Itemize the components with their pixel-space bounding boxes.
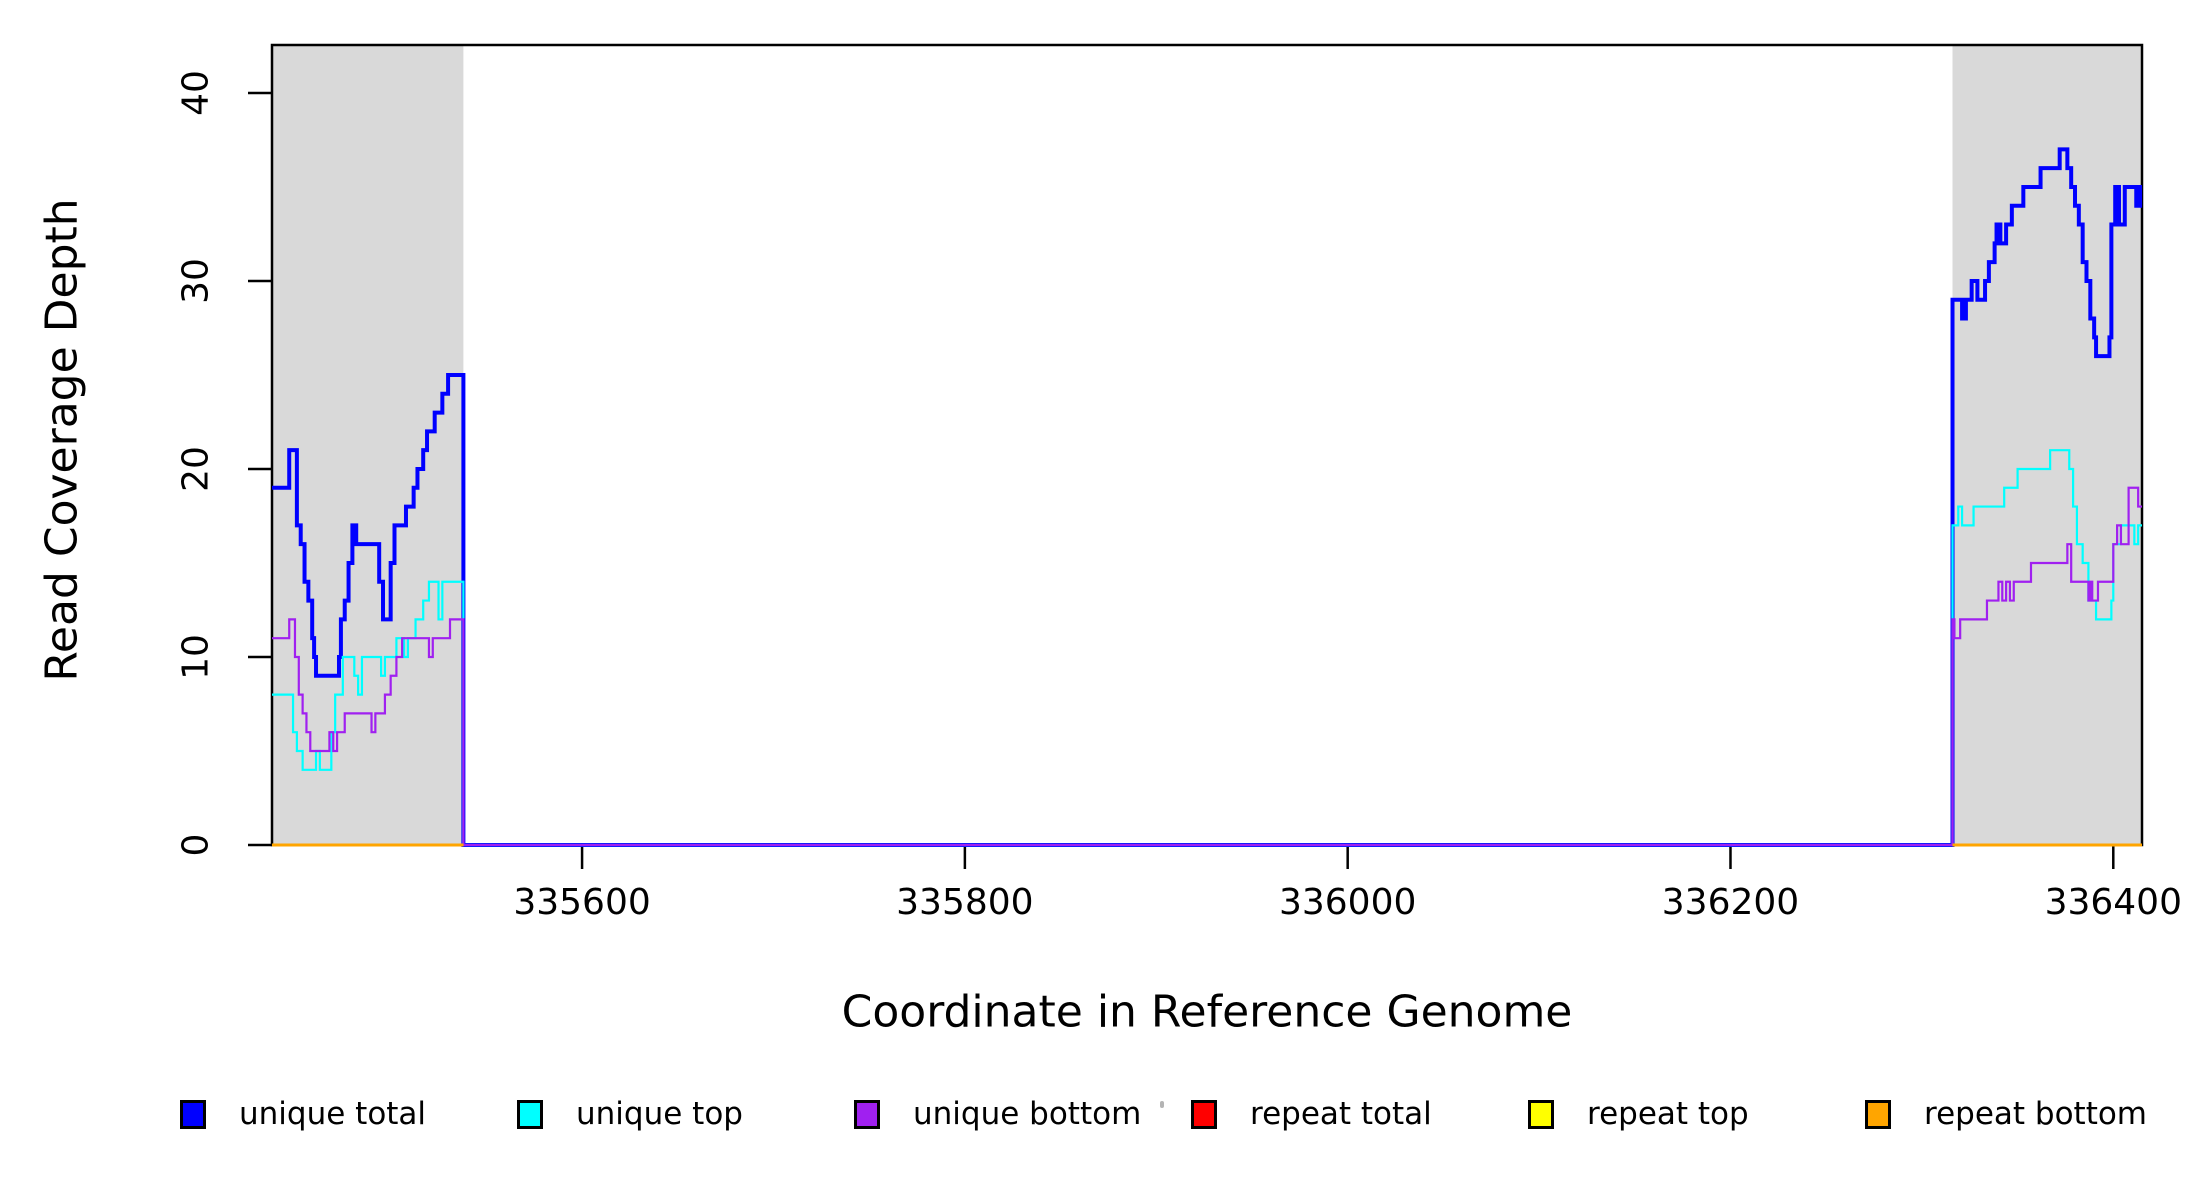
x-tick-label: 335600 <box>513 882 651 923</box>
legend-swatch-unique-total-icon <box>180 1099 206 1129</box>
series-unique-bottom <box>272 486 2142 847</box>
y-tick-label: 40 <box>175 70 217 116</box>
plot-border <box>270 43 2144 847</box>
legend-swatch-repeat-total-icon <box>1191 1099 1217 1129</box>
legend-item-unique-top: unique top <box>517 1092 743 1136</box>
series-unique-top <box>272 449 2142 847</box>
legend-label: repeat bottom <box>1924 1096 2148 1132</box>
x-axis-title: Coordinate in Reference Genome <box>841 986 1573 1038</box>
legend-label: unique top <box>576 1096 743 1132</box>
legend-label: unique total <box>239 1096 427 1132</box>
legend-swatch-repeat-top-icon <box>1528 1099 1554 1129</box>
legend-label: unique bottom <box>913 1096 1142 1132</box>
legend: unique total unique top unique bottom repea… <box>0 1092 2200 1142</box>
y-tick-label: 20 <box>175 446 217 492</box>
x-tick-label: 336400 <box>2044 882 2182 923</box>
x-tick-label: 336200 <box>1661 882 1800 923</box>
legend-label: repeat top <box>1587 1096 1749 1132</box>
shaded-band <box>272 45 464 845</box>
series-unique-total <box>272 147 2143 847</box>
shaded-band <box>1952 45 2142 845</box>
legend-swatch-unique-top-icon <box>517 1099 543 1129</box>
x-tick-label: 336000 <box>1278 882 1417 923</box>
y-tick-label: 10 <box>175 634 217 680</box>
legend-label: repeat total <box>1250 1096 1432 1132</box>
legend-item-repeat-total: repeat total <box>1191 1092 1432 1136</box>
x-tick-label: 335800 <box>896 882 1034 923</box>
stray-mark <box>1160 1101 1164 1108</box>
legend-swatch-repeat-bottom-icon <box>1865 1099 1891 1129</box>
legend-item-repeat-bottom: repeat bottom <box>1865 1092 2147 1136</box>
legend-item-unique-total: unique total <box>180 1092 426 1136</box>
legend-item-unique-bottom: unique bottom <box>854 1092 1141 1136</box>
y-tick-label: 30 <box>175 258 217 304</box>
legend-item-repeat-top: repeat top <box>1528 1092 1749 1136</box>
y-tick-label: 0 <box>175 833 217 857</box>
legend-swatch-unique-bottom-icon <box>854 1099 880 1129</box>
y-axis-title: Read Coverage Depth <box>36 198 88 682</box>
